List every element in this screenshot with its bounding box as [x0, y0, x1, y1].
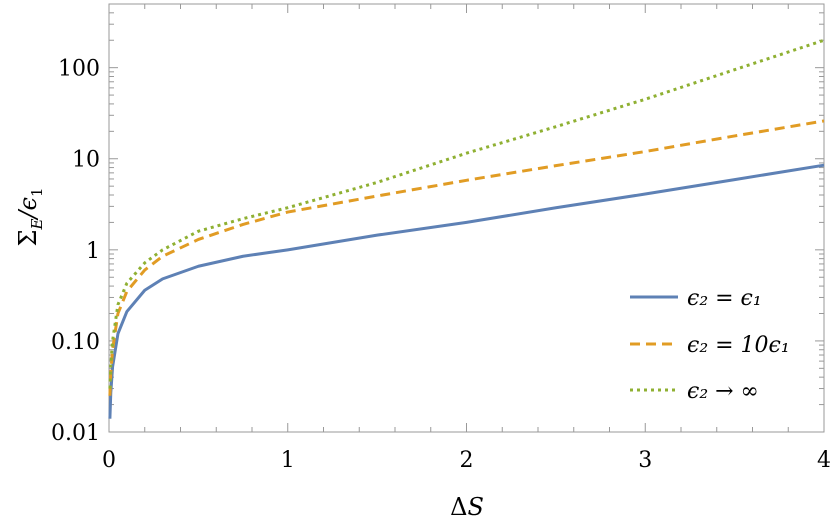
y-tick-label: 0.10 [51, 330, 100, 355]
x-tick-label: 4 [817, 448, 830, 473]
legend-label-3: ϵ₂ → ∞ [687, 379, 759, 404]
legend: ϵ₂ = ϵ₁ ϵ₂ = 10ϵ₁ ϵ₂ → ∞ [630, 286, 790, 404]
x-tick-label: 1 [281, 448, 295, 473]
series-line-3 [108, 38, 825, 389]
plot-border [108, 3, 825, 433]
axis-ticks: 0 1 2 3 4 0.01 0.10 1 10 100 [51, 3, 830, 473]
y-tick-label: 100 [58, 57, 100, 82]
x-tick-label: 2 [460, 448, 474, 473]
y-tick-label: 0.01 [51, 421, 100, 446]
plot-frame [108, 3, 825, 433]
y-axis-title: ΣE/ϵ1 [14, 188, 46, 247]
y-tick-label: 1 [86, 239, 100, 264]
y-tick-label: 10 [72, 148, 100, 173]
x-tick-label: 3 [638, 448, 652, 473]
series-line-1 [108, 163, 825, 419]
series-lines [108, 38, 825, 419]
legend-label-2: ϵ₂ = 10ϵ₁ [687, 333, 790, 358]
x-axis-title: ΔS [450, 493, 484, 521]
x-tick-label: 0 [102, 448, 116, 473]
legend-label-1: ϵ₂ = ϵ₁ [687, 286, 762, 311]
